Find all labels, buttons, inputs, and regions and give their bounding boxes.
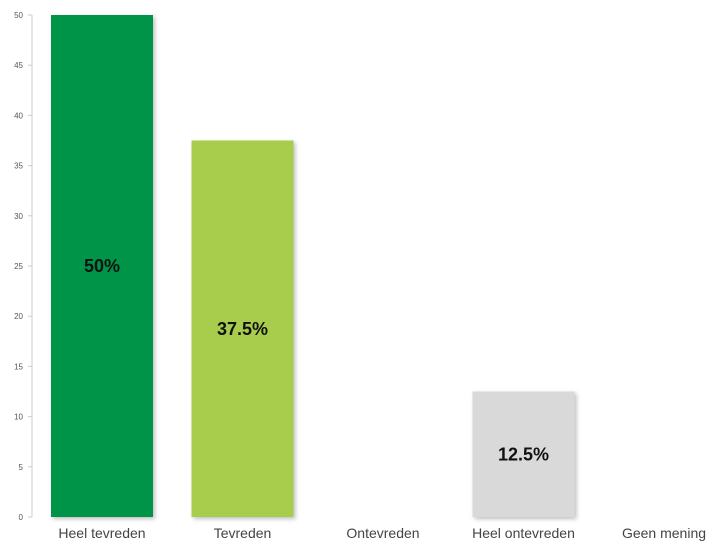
y-tick-label: 0 [19,513,24,522]
y-tick-label: 5 [19,463,24,472]
bars [51,15,575,517]
x-tick-label: Geen mening [622,525,706,541]
y-tick-label: 40 [14,111,23,120]
x-axis: Heel tevreden Tevreden Ontevreden Heel onte… [58,525,706,541]
y-tick-label: 10 [14,413,23,422]
data-labels: 50% 37.5% 12.5% [84,256,549,464]
y-tick-label: 20 [14,312,23,321]
x-tick-label: Tevreden [214,525,272,541]
y-tick-label: 45 [14,61,23,70]
x-tick-label: Ontevreden [346,525,419,541]
y-axis: 0 5 10 15 20 25 30 35 40 45 50 [14,11,33,522]
bar [191,140,294,517]
data-label: 37.5% [217,319,268,339]
y-tick-label: 35 [14,162,23,171]
data-label: 12.5% [498,444,549,464]
y-tick-label: 15 [14,362,23,371]
data-label: 50% [84,256,120,276]
bar [472,391,575,517]
y-tick-label: 30 [14,212,23,221]
x-tick-label: Heel ontevreden [472,525,575,541]
y-tick-label: 50 [14,11,23,20]
bar [51,15,153,517]
x-tick-label: Heel tevreden [58,525,145,541]
y-tick-label: 25 [14,262,23,271]
